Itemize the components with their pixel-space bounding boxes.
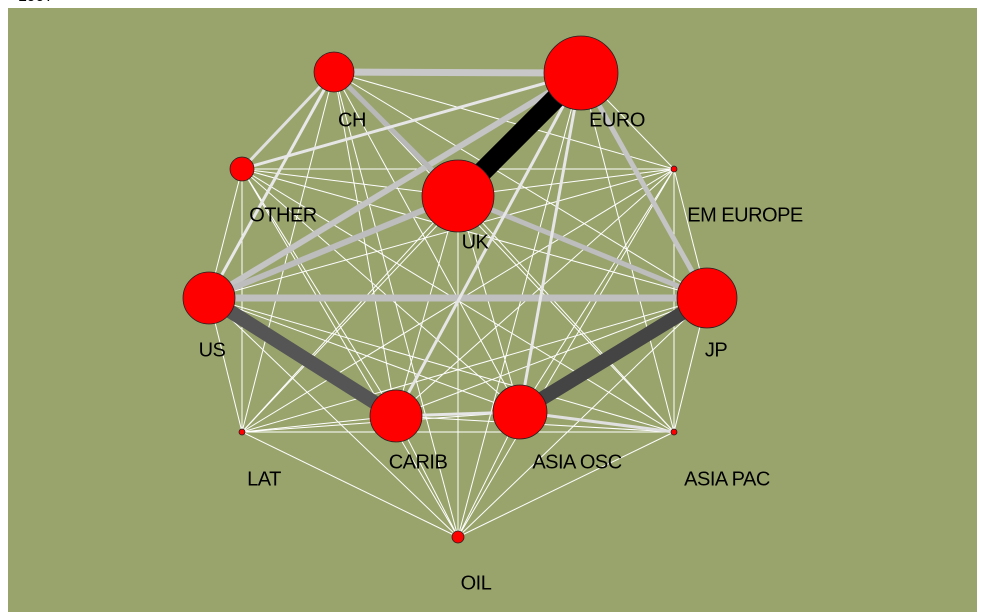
node xyxy=(676,267,738,329)
edge xyxy=(241,297,708,433)
year-title: 1997 xyxy=(18,0,54,5)
node xyxy=(492,384,548,440)
edge xyxy=(241,168,521,413)
edge xyxy=(241,168,397,417)
edge xyxy=(519,168,675,413)
edge xyxy=(457,72,582,538)
node-label: ASIA OSC xyxy=(532,451,621,473)
node-label: LAT xyxy=(247,468,281,490)
edge xyxy=(395,195,459,417)
edge xyxy=(516,292,711,418)
edges xyxy=(205,65,711,538)
edge xyxy=(457,431,675,538)
node xyxy=(369,389,423,443)
edge xyxy=(208,297,459,538)
edge xyxy=(207,70,583,301)
edge xyxy=(578,71,710,300)
nodes xyxy=(182,35,738,544)
edge xyxy=(457,297,708,538)
node xyxy=(229,156,255,182)
node xyxy=(543,35,619,111)
labels: CH EURO OTHER UK EM EUROPE US JP LAT CARIB ASIA O… xyxy=(199,109,804,594)
edge xyxy=(394,72,583,417)
edge xyxy=(457,193,708,301)
edge xyxy=(333,71,459,538)
node xyxy=(182,271,236,325)
panel-background xyxy=(8,8,977,612)
edge xyxy=(395,168,675,417)
edge xyxy=(241,195,459,433)
edge xyxy=(207,193,460,301)
edge xyxy=(395,297,708,417)
edge xyxy=(207,71,336,299)
edge xyxy=(240,70,336,171)
node xyxy=(451,530,465,544)
node xyxy=(313,51,355,93)
edge xyxy=(518,72,583,413)
edge xyxy=(208,297,521,413)
edge xyxy=(333,68,582,77)
node-label: UK xyxy=(462,231,490,253)
edge xyxy=(208,168,675,299)
node-label: ASIA PAC xyxy=(684,468,770,490)
edge xyxy=(208,297,675,433)
node-label: OIL xyxy=(461,572,492,594)
edge xyxy=(241,431,459,538)
node-label: JP xyxy=(705,339,728,361)
edge xyxy=(333,71,521,413)
node-label: CH xyxy=(338,109,366,131)
edge xyxy=(457,195,521,413)
node-label: US xyxy=(199,339,226,361)
edge xyxy=(457,168,675,538)
node-label: CARIB xyxy=(389,451,448,473)
node xyxy=(238,428,246,436)
edge xyxy=(205,292,400,422)
node-label: EURO xyxy=(589,109,645,131)
edge xyxy=(241,168,459,538)
edge xyxy=(241,71,582,171)
node-label: OTHER xyxy=(249,204,317,226)
node xyxy=(670,165,678,173)
edge xyxy=(580,72,675,433)
node xyxy=(421,159,495,233)
edge xyxy=(241,168,708,299)
node-label: EM EUROPE xyxy=(687,204,803,226)
node xyxy=(670,428,678,436)
